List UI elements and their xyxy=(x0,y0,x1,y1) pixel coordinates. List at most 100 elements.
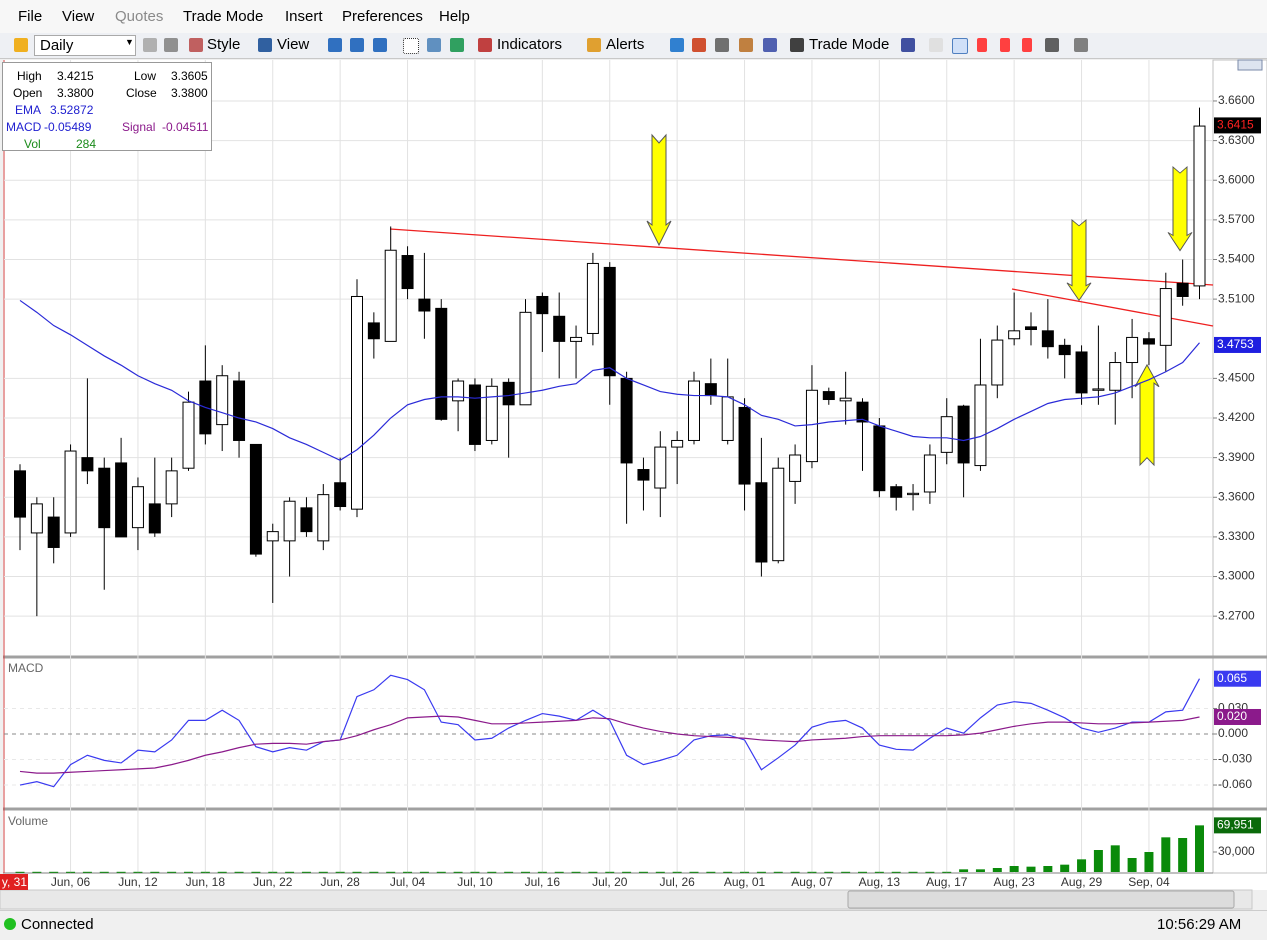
volume-bar xyxy=(858,871,867,873)
value-box xyxy=(1214,670,1261,687)
y-tick-label: 3.4200 xyxy=(1218,410,1255,424)
x-tick-label: Jun, 28 xyxy=(320,875,360,889)
candle-body xyxy=(1142,338,1155,345)
icon[interactable] xyxy=(715,38,729,52)
icon[interactable] xyxy=(403,38,419,54)
timeframe: Daily xyxy=(40,37,74,54)
x-tick-label: Jul, 26 xyxy=(659,875,695,889)
candle-body xyxy=(991,339,1004,386)
y-tick-label: 3.4500 xyxy=(1218,371,1255,385)
collapse-button[interactable] xyxy=(1237,59,1263,71)
arrow-down xyxy=(1066,219,1092,302)
trend-line xyxy=(1011,288,1214,327)
y-tick-label: 3.3600 xyxy=(1218,489,1255,503)
menu-item[interactable]: Preferences xyxy=(342,8,423,25)
icon[interactable] xyxy=(739,38,753,52)
icon[interactable] xyxy=(1000,38,1010,52)
toolbar-button[interactable]: Style xyxy=(207,36,241,53)
candle-body xyxy=(772,467,785,562)
menu-item[interactable]: Help xyxy=(439,8,470,25)
icon[interactable] xyxy=(587,38,601,52)
candle-body xyxy=(907,492,920,496)
y-tick-label: 3.3300 xyxy=(1218,529,1255,543)
icon[interactable] xyxy=(373,38,387,52)
y-tick-label: 3.5400 xyxy=(1218,252,1255,266)
candle-body xyxy=(688,380,700,441)
x-tick-label: Aug, 01 xyxy=(724,875,766,889)
volume-bar xyxy=(251,871,261,873)
icon[interactable] xyxy=(901,38,915,52)
icon[interactable] xyxy=(189,38,203,52)
volume-bar xyxy=(622,871,632,873)
volume-bar xyxy=(504,871,514,873)
icon[interactable] xyxy=(929,38,943,52)
icon[interactable] xyxy=(670,38,684,52)
candle-body xyxy=(923,454,936,493)
icon[interactable] xyxy=(143,38,157,52)
candle-body xyxy=(1159,288,1172,346)
y-tick-label: -0.030 xyxy=(1218,752,1252,766)
y-tick-label: 3.5700 xyxy=(1218,212,1255,226)
chart-background xyxy=(3,60,1267,890)
scrollbar-thumb[interactable] xyxy=(847,890,1235,909)
icon[interactable] xyxy=(1074,38,1088,52)
candle-body xyxy=(1126,336,1139,364)
candle-body xyxy=(367,322,380,340)
info-label: MACD xyxy=(6,120,42,134)
x-tick-label: Aug, 29 xyxy=(1061,875,1103,889)
icon[interactable] xyxy=(977,38,987,52)
y-tick-label: 3.3900 xyxy=(1218,450,1255,464)
icon[interactable] xyxy=(790,38,804,52)
volume-bar xyxy=(150,871,160,873)
menu-item[interactable]: File xyxy=(18,8,43,25)
menu-item[interactable]: Quotes xyxy=(115,8,164,25)
icon[interactable] xyxy=(763,38,777,52)
volume-bar xyxy=(82,871,92,873)
candle-body xyxy=(755,482,768,563)
volume-bar xyxy=(184,871,193,873)
menu-item[interactable]: View xyxy=(62,8,95,25)
toolbar-button[interactable]: View xyxy=(277,36,310,53)
info-value: -0.05489 xyxy=(44,120,92,134)
candle-body xyxy=(974,384,987,467)
icon[interactable] xyxy=(258,38,272,52)
volume-bar xyxy=(605,871,615,873)
timeframe-select[interactable]: Daily ▼ xyxy=(34,35,136,56)
icon[interactable] xyxy=(692,38,706,52)
volume-bar xyxy=(453,871,463,873)
candle-body xyxy=(1193,125,1206,287)
icon[interactable] xyxy=(164,38,178,52)
menu-item[interactable]: Insert xyxy=(285,8,323,25)
info-value: 3.52872 xyxy=(50,103,94,117)
icon[interactable] xyxy=(328,38,342,52)
volume-bar xyxy=(133,871,143,873)
icon[interactable] xyxy=(1045,38,1059,52)
candle-body xyxy=(384,249,397,342)
icon[interactable] xyxy=(450,38,464,52)
toolbar-button[interactable]: Indicators xyxy=(497,36,563,53)
icon[interactable] xyxy=(1022,38,1032,52)
info-label: Signal xyxy=(122,120,156,134)
icon[interactable] xyxy=(350,38,364,52)
icon[interactable] xyxy=(478,38,492,52)
candle-body xyxy=(485,385,498,441)
candle-body xyxy=(64,450,77,534)
volume-bar xyxy=(403,871,413,873)
icon[interactable] xyxy=(952,38,968,54)
volume-bar xyxy=(1144,852,1154,872)
toolbar-button[interactable]: Alerts xyxy=(606,36,645,53)
macd-line xyxy=(19,674,1201,788)
volume-bar xyxy=(672,871,682,873)
menu-item[interactable]: Trade Mode xyxy=(183,8,264,25)
toolbar-button[interactable]: Trade Mode xyxy=(809,36,890,53)
icon[interactable] xyxy=(14,38,28,52)
volume-bar xyxy=(268,871,278,873)
x-tick-label: Aug, 07 xyxy=(791,875,833,889)
volume-bar xyxy=(1043,866,1053,872)
y-tick-label: 3.6600 xyxy=(1218,93,1255,107)
macd-line xyxy=(19,715,1200,774)
info-value: 284 xyxy=(76,137,97,151)
candle-body xyxy=(266,531,279,542)
icon[interactable] xyxy=(427,38,441,52)
